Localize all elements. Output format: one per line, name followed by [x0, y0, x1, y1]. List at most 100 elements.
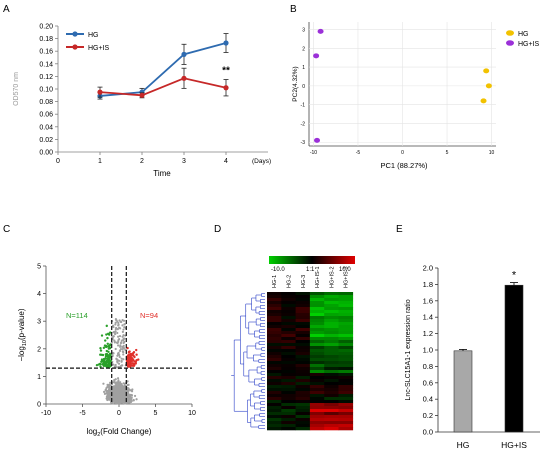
heatmap-cell	[309, 424, 325, 428]
heatmap-cell	[338, 367, 354, 371]
non-significant-point	[129, 396, 132, 399]
heatmap-cell	[295, 292, 311, 296]
upregulated-point	[131, 364, 134, 367]
heatmap-cell	[267, 304, 282, 308]
x-tick-label: -5	[79, 410, 85, 417]
heatmap-cell	[281, 328, 296, 332]
heatmap-column-label: HG-2	[286, 275, 292, 288]
downregulated-point	[101, 360, 105, 363]
non-significant-point	[112, 388, 115, 391]
non-significant-point	[127, 387, 130, 390]
heatmap-cell	[309, 412, 325, 416]
heatmap-cell	[324, 427, 339, 431]
heatmap-cell	[295, 313, 311, 317]
heatmap-cell	[267, 334, 282, 338]
heatmap-cell	[338, 361, 354, 365]
heatmap-cell	[281, 295, 296, 299]
y-tick-label: 1.4	[423, 313, 433, 322]
panel-e-y-ticks: 0.0 0.2 0.4 0.6 0.8 1.0 1.2 1.4 1.6 1.8 2.0	[423, 264, 438, 437]
non-significant-point	[125, 401, 128, 405]
downregulated-point	[100, 334, 104, 337]
heatmap-cell	[324, 349, 339, 353]
downregulated-point	[105, 354, 109, 358]
heatmap-cell	[267, 427, 282, 431]
panel-d-cells	[267, 292, 354, 431]
panel-a-legend: HG HG+IS	[66, 31, 110, 52]
heatmap-cell	[267, 307, 282, 311]
heatmap-cell	[295, 319, 311, 323]
heatmap-cell	[295, 340, 311, 344]
non-significant-point	[114, 363, 117, 367]
non-significant-point	[126, 399, 130, 403]
heatmap-cell	[309, 403, 325, 407]
heatmap-cell	[295, 355, 311, 359]
heatmap-cell	[324, 406, 339, 410]
heatmap-cell	[281, 307, 296, 311]
heatmap-cell	[267, 337, 282, 341]
heatmap-cell	[267, 424, 282, 428]
downregulated-point	[97, 363, 100, 366]
upregulated-point	[135, 353, 138, 356]
heatmap-cell	[338, 313, 354, 317]
y-tick-label: 0.6	[423, 378, 433, 387]
heatmap-cell	[281, 415, 296, 419]
heatmap-cell	[295, 346, 311, 350]
non-significant-point	[120, 399, 123, 402]
non-significant-point	[117, 362, 121, 365]
heatmap-cell	[324, 295, 339, 299]
non-significant-point	[118, 355, 121, 359]
heatmap-cell	[281, 403, 296, 407]
non-significant-point	[113, 341, 116, 344]
panel-letter-d: D	[214, 224, 221, 235]
heatmap-cell	[267, 292, 282, 296]
heatmap-cell	[309, 331, 325, 335]
heatmap-cell	[324, 397, 339, 401]
heatmap-cell	[324, 310, 339, 314]
heatmap-cell	[338, 379, 354, 383]
heatmap-cell	[309, 313, 325, 317]
heatmap-cell	[309, 391, 325, 395]
legend-hgis-marker-b	[506, 40, 514, 46]
panel-b-points	[313, 28, 492, 143]
legend-hgis-label: HG+IS	[88, 45, 110, 52]
panel-a-x-ticks: 0 1 2 3 4	[56, 152, 228, 165]
heatmap-cell	[267, 316, 282, 320]
heatmap-cell	[267, 403, 282, 407]
upregulated-point	[132, 351, 136, 354]
non-significant-point	[135, 398, 138, 401]
panel-c-x-ticks: -10 -5 0 5 10	[41, 404, 196, 417]
heatmap-cell	[324, 403, 339, 407]
heatmap-cell	[281, 298, 296, 302]
series-line-hg-is	[99, 77, 227, 97]
heatmap-cell	[267, 328, 282, 332]
heatmap-cell	[281, 424, 296, 428]
upregulated-point	[137, 358, 140, 361]
y-tick-label: 1	[302, 65, 305, 71]
panel-d-dendrogram	[231, 293, 265, 429]
heatmap-cell	[338, 412, 354, 416]
heatmap-cell	[281, 367, 296, 371]
downregulated-point	[106, 342, 109, 345]
non-significant-point	[119, 320, 122, 324]
panel-c-y-axis-label: −log10(p-value)	[17, 308, 28, 361]
heatmap-cell	[267, 301, 282, 305]
heatmap-cell	[309, 322, 325, 326]
heatmap-cell	[338, 325, 354, 329]
heatmap-cell	[295, 403, 311, 407]
heatmap-cell	[338, 307, 354, 311]
heatmap-cell	[295, 352, 311, 356]
heatmap-cell	[338, 298, 354, 302]
non-significant-point	[112, 335, 115, 338]
legend-hg-marker-b	[506, 30, 514, 36]
heatmap-cell	[267, 397, 282, 401]
non-significant-point	[115, 341, 119, 344]
heatmap-cell	[281, 385, 296, 389]
heatmap-cell	[324, 316, 339, 320]
heatmap-cell	[295, 394, 311, 398]
non-significant-point	[116, 320, 119, 323]
heatmap-cell	[324, 361, 339, 365]
heatmap-cell	[309, 346, 325, 350]
non-significant-point	[116, 381, 119, 385]
heatmap-cell	[338, 385, 354, 389]
x-tick-label: -10	[41, 410, 51, 417]
